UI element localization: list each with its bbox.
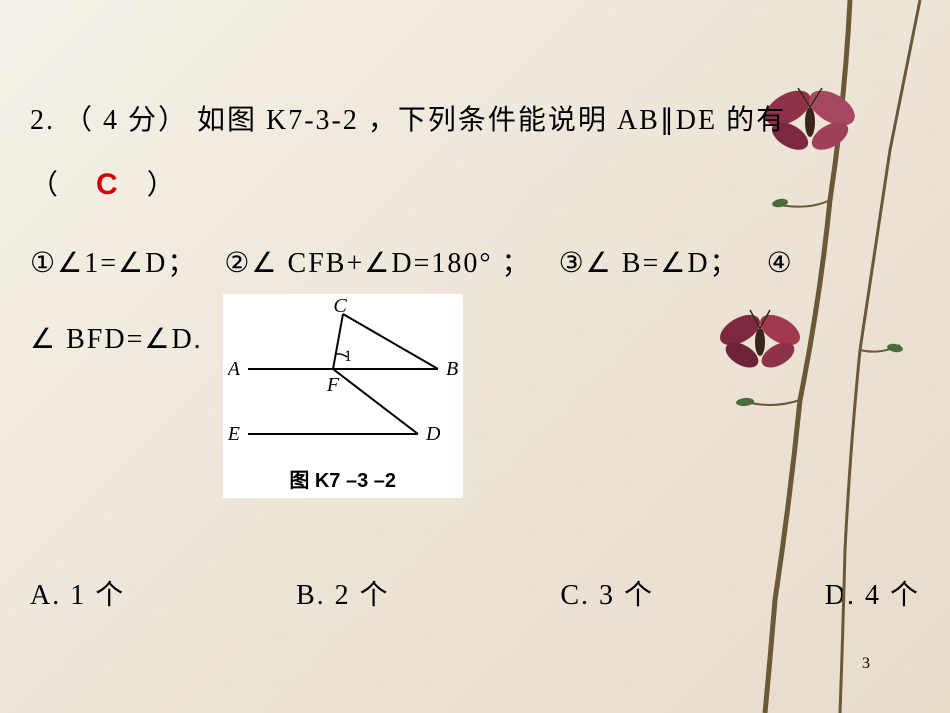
options-row: A. 1 个 B. 2 个 C. 3 个 D. 4 个 bbox=[0, 573, 950, 613]
option-a: A. 1 个 bbox=[30, 573, 125, 613]
condition-5-row: ∠ BFD=∠D. bbox=[30, 309, 203, 371]
figure-caption: 图 K7 –3 –2 bbox=[228, 464, 458, 493]
condition-5: ∠ BFD=∠D. bbox=[30, 324, 203, 355]
condition-2: ②∠ CFB+∠D=180° ； bbox=[224, 248, 531, 279]
paren-close: ） bbox=[147, 170, 177, 201]
question-text-main: 如图 K7-3-2 ，下列条件能说明 AB∥DE 的有 bbox=[197, 105, 786, 136]
point-A: A bbox=[228, 358, 241, 380]
answer-letter: C bbox=[96, 168, 120, 201]
conditions-block: ①∠1=∠D； ②∠ CFB+∠D=180° ； ③∠ B=∠D； ④ bbox=[30, 233, 920, 295]
paren-open: （ bbox=[30, 170, 60, 201]
condition-3: ③∠ B=∠D； bbox=[559, 248, 740, 279]
condition-1: ①∠1=∠D； bbox=[30, 248, 197, 279]
option-d: D. 4 个 bbox=[825, 573, 920, 613]
option-b: B. 2 个 bbox=[296, 573, 390, 613]
angle-1-label: 1 bbox=[344, 348, 352, 365]
point-B: B bbox=[446, 358, 458, 380]
figure-svg: C A B F E D 1 bbox=[228, 299, 458, 459]
question-points: （ 4 分） bbox=[64, 105, 188, 136]
slide-content: 2. （ 4 分） 如图 K7-3-2 ，下列条件能说明 AB∥DE 的有 （ … bbox=[0, 0, 950, 528]
point-D: D bbox=[425, 423, 441, 445]
question-number: 2. bbox=[30, 105, 55, 136]
option-c: C. 3 个 bbox=[560, 573, 654, 613]
answer-paren: （ C ） bbox=[30, 152, 920, 218]
condition-4: ④ bbox=[767, 248, 794, 279]
point-E: E bbox=[228, 423, 240, 445]
point-C: C bbox=[333, 299, 347, 317]
geometry-figure: C A B F E D 1 图 K7 –3 –2 bbox=[223, 294, 463, 498]
point-F: F bbox=[326, 374, 340, 396]
page-number: 3 bbox=[862, 655, 870, 673]
question-line: 2. （ 4 分） 如图 K7-3-2 ，下列条件能说明 AB∥DE 的有 bbox=[30, 90, 920, 152]
